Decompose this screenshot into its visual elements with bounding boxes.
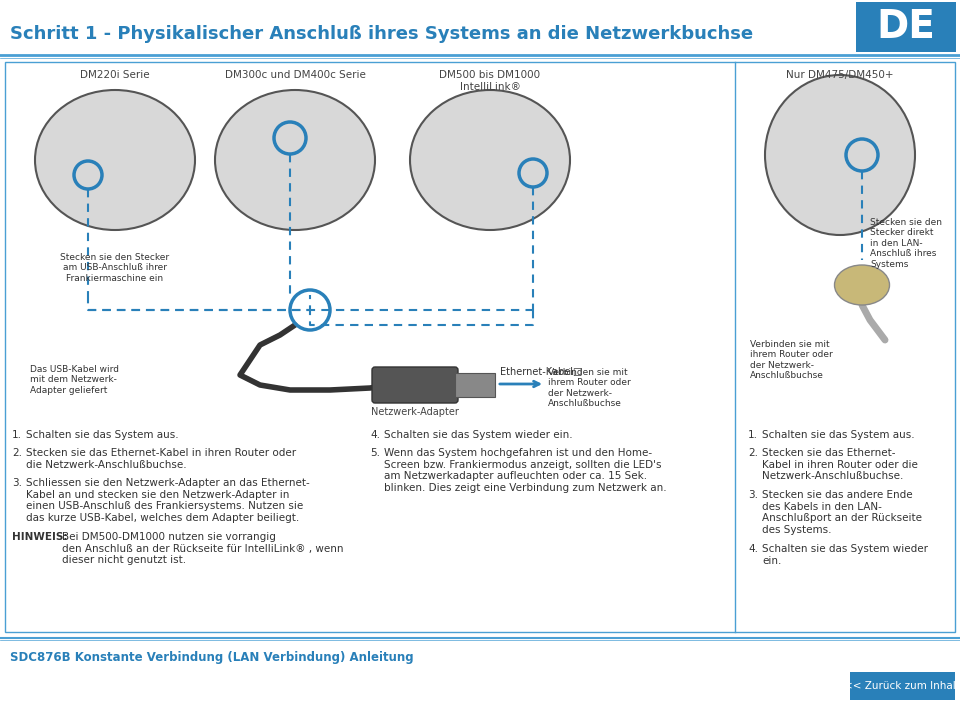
Text: 3.: 3. [12,478,22,488]
Text: Stecken sie das Ethernet-
Kabel in ihren Router oder die
Netzwerk-Anschlußbuchse: Stecken sie das Ethernet- Kabel in ihren… [762,448,918,481]
FancyBboxPatch shape [856,2,956,52]
Ellipse shape [765,75,915,235]
Text: 5.: 5. [370,448,380,458]
Text: Schalten sie das System aus.: Schalten sie das System aus. [26,430,179,440]
Text: << Zurück zum Inhalt: << Zurück zum Inhalt [844,681,960,691]
Text: DM500 bis DM1000
IntelliLink®: DM500 bis DM1000 IntelliLink® [440,70,540,91]
Text: Wenn das System hochgefahren ist und den Home-
Screen bzw. Frankiermodus anzeigt: Wenn das System hochgefahren ist und den… [384,448,666,493]
Text: Nur DM475/DM450+: Nur DM475/DM450+ [786,70,894,80]
Ellipse shape [410,90,570,230]
Text: Stecken sie das Ethernet-Kabel in ihren Router oder
die Netzwerk-Anschlußbuchse.: Stecken sie das Ethernet-Kabel in ihren … [26,448,296,470]
Text: DM300c und DM400c Serie: DM300c und DM400c Serie [225,70,366,80]
Text: 3.: 3. [748,490,758,500]
Text: Stecken sie das andere Ende
des Kabels in den LAN-
Anschlußport an der Rückseite: Stecken sie das andere Ende des Kabels i… [762,490,922,535]
Ellipse shape [215,90,375,230]
Text: Schliessen sie den Netzwerk-Adapter an das Ethernet-
Kabel an und stecken sie de: Schliessen sie den Netzwerk-Adapter an d… [26,478,310,523]
Text: Ethernet-Kabel□: Ethernet-Kabel□ [500,367,583,377]
Text: 2.: 2. [12,448,22,458]
Text: Netzwerk-Adapter: Netzwerk-Adapter [372,407,459,417]
FancyBboxPatch shape [850,672,955,700]
Ellipse shape [35,90,195,230]
Text: Verbinden sie mit
ihrem Router oder
der Netzwerk-
Anschlußbuchse: Verbinden sie mit ihrem Router oder der … [750,340,832,380]
Text: 2.: 2. [748,448,758,458]
Text: Schalten sie das System wieder
ein.: Schalten sie das System wieder ein. [762,544,928,565]
Text: Bei DM500-DM1000 nutzen sie vorrangig
den Anschluß an der Rückseite für IntelliL: Bei DM500-DM1000 nutzen sie vorrangig de… [62,532,344,565]
Text: 4.: 4. [748,544,758,554]
Text: Schritt 1 - Physikalischer Anschluß ihres Systems an die Netzwerkbuchse: Schritt 1 - Physikalischer Anschluß ihre… [10,25,754,43]
Text: Stecken sie den Stecker
am USB-Anschluß ihrer
Frankiermaschine ein: Stecken sie den Stecker am USB-Anschluß … [60,253,170,283]
FancyBboxPatch shape [5,62,955,632]
Text: Schalten sie das System wieder ein.: Schalten sie das System wieder ein. [384,430,572,440]
Text: 1.: 1. [748,430,758,440]
Text: 4.: 4. [370,430,380,440]
Text: Das USB-Kabel wird
mit dem Netzwerk-
Adapter geliefert: Das USB-Kabel wird mit dem Netzwerk- Ada… [30,365,119,395]
Text: DM220i Serie: DM220i Serie [81,70,150,80]
Text: Schalten sie das System aus.: Schalten sie das System aus. [762,430,915,440]
FancyBboxPatch shape [455,373,495,397]
Text: Stecken sie den
Stecker direkt
in den LAN-
Anschluß ihres
Systems: Stecken sie den Stecker direkt in den LA… [870,218,942,268]
Text: 1.: 1. [12,430,22,440]
Text: HINWEIS:: HINWEIS: [12,532,67,542]
FancyBboxPatch shape [372,367,458,403]
Text: SDC876B Konstante Verbindung (LAN Verbindung) Anleitung: SDC876B Konstante Verbindung (LAN Verbin… [10,651,414,665]
Text: DE: DE [876,8,935,46]
Ellipse shape [834,265,890,305]
Text: Verbinden sie mit
ihrem Router oder
der Netzwerk-
Anschlußbuchse: Verbinden sie mit ihrem Router oder der … [548,368,631,408]
